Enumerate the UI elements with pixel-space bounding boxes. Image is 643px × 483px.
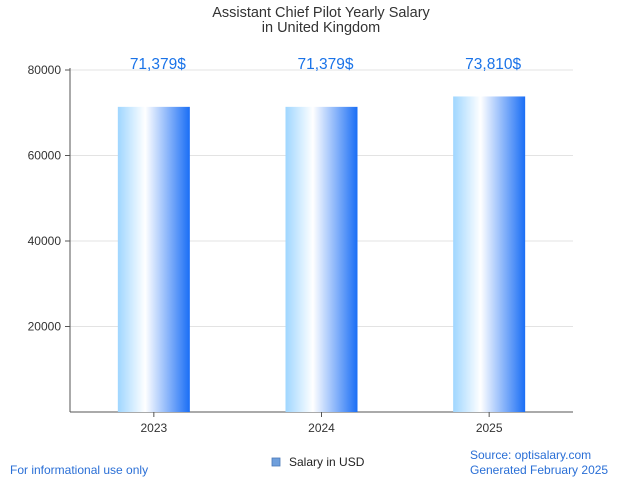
- x-tick-label: 2023: [140, 421, 167, 435]
- y-tick-label: 20000: [28, 320, 62, 334]
- legend-swatch: [271, 457, 281, 467]
- y-tick-label: 60000: [28, 149, 62, 163]
- y-tick-label: 40000: [28, 234, 62, 248]
- bar-2024: [285, 106, 358, 413]
- bar-2025: [453, 96, 526, 412]
- legend-label: Salary in USD: [289, 455, 365, 469]
- y-tick-label: 80000: [28, 63, 62, 77]
- x-tick-label: 2025: [476, 421, 503, 435]
- footer-disclaimer: For informational use only: [10, 463, 149, 477]
- x-tick-label: 2024: [308, 421, 335, 435]
- footer-generated: Generated February 2025: [470, 463, 609, 477]
- chart-title-line-2: in United Kingdom: [262, 20, 381, 36]
- chart-title-line-1: Assistant Chief Pilot Yearly Salary: [212, 5, 430, 21]
- footer-source: Source: optisalary.com: [470, 448, 592, 462]
- bar-2023: [117, 106, 190, 413]
- data-label-2025: 73,810$: [465, 56, 521, 73]
- data-label-2024: 71,379$: [297, 56, 353, 73]
- data-label-2023: 71,379$: [130, 56, 186, 73]
